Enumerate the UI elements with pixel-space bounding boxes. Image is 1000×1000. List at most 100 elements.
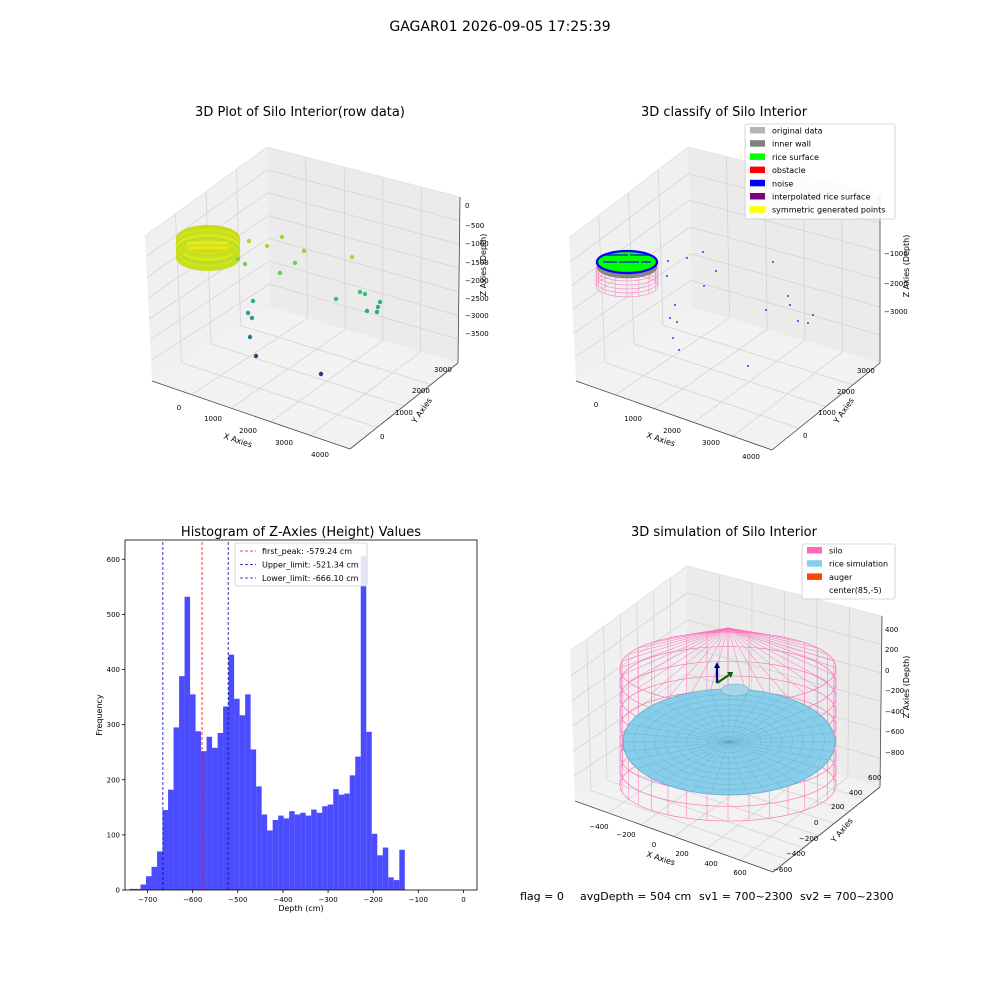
noise-point xyxy=(630,254,632,256)
noise-point xyxy=(703,285,705,287)
classify-plot-z-ticks: −1000 −2000 −3000 xyxy=(884,250,908,316)
panel-classify-3d-plot: 3D classify of Silo Interior 0 1000 2000… xyxy=(568,105,911,461)
histogram-x-tick-label: −400 xyxy=(273,896,292,904)
raw-data-point xyxy=(277,270,283,276)
raw-z-tick: −2000 xyxy=(465,277,489,285)
noise-point xyxy=(616,254,618,256)
raw-plot-y-ticks: 0 1000 2000 3000 xyxy=(380,366,452,441)
noise-point xyxy=(641,261,643,263)
raw-x-tick: 2000 xyxy=(239,427,257,435)
pane-floor xyxy=(152,307,458,449)
noise-point xyxy=(614,254,616,256)
pane-back xyxy=(267,147,460,363)
histogram-bar xyxy=(289,811,295,890)
raw-x-tick: 1000 xyxy=(204,415,222,423)
grid-line xyxy=(149,260,270,340)
histogram-bar xyxy=(146,876,152,890)
raw-y-tick: 3000 xyxy=(434,366,452,374)
rice-simulation-surface xyxy=(622,683,836,796)
grid-line xyxy=(570,592,688,677)
histogram-bar xyxy=(300,812,306,890)
grid-line xyxy=(571,619,688,702)
raw-data-point xyxy=(208,266,214,272)
rice-mesh-spoke xyxy=(637,741,730,769)
raw-data-point xyxy=(245,310,251,316)
silo-roof-line xyxy=(727,627,818,689)
histogram-bar xyxy=(267,830,273,890)
grid-line xyxy=(686,592,882,645)
classify-legend-swatch xyxy=(750,140,765,147)
grid-line xyxy=(686,646,882,702)
histogram-bar xyxy=(333,789,339,890)
noise-point xyxy=(613,261,615,263)
histogram-bar xyxy=(195,731,202,890)
histogram-x-ticks: −700 −600 −500 −400 −300 −200 −100 0 xyxy=(138,890,466,904)
raw-data-point xyxy=(362,291,368,297)
rice-mesh-spoke xyxy=(728,741,783,789)
grid-line xyxy=(571,200,690,286)
rice-cone-top xyxy=(720,683,750,697)
raw-plot-points xyxy=(175,224,383,377)
sim-x-tick: 400 xyxy=(704,860,717,868)
classify-y-tick: 0 xyxy=(803,432,807,440)
sim-x-tick: 600 xyxy=(733,869,746,877)
noise-point xyxy=(812,314,814,316)
noise-point xyxy=(638,254,640,256)
noise-point xyxy=(672,337,674,339)
noise-point xyxy=(621,261,623,263)
rice-mesh-spoke xyxy=(728,741,821,769)
histogram-bar xyxy=(393,880,400,890)
sim-x-tick: 0 xyxy=(652,841,656,849)
rice-mesh-spoke xyxy=(728,741,829,761)
histogram-bar xyxy=(261,814,268,890)
grid-line xyxy=(267,192,460,245)
classify-x-tick: 2000 xyxy=(663,427,681,435)
grid-line xyxy=(267,169,460,222)
sim-z-tick: 0 xyxy=(885,667,889,675)
sim-x-tick: −200 xyxy=(616,831,635,839)
x-axis-line xyxy=(151,380,351,450)
rice-mesh-spoke xyxy=(647,707,730,743)
noise-point xyxy=(676,321,678,323)
grid-line xyxy=(689,226,881,280)
noise-point xyxy=(602,254,604,256)
y-axis-line xyxy=(771,362,881,451)
sim-y-tick: 0 xyxy=(814,819,818,827)
noise-point xyxy=(633,261,635,263)
silo-roof-line xyxy=(628,627,729,682)
status-sv2: sv2 = 700~2300 xyxy=(800,890,894,903)
raw-data-point xyxy=(235,253,241,258)
histogram-bar xyxy=(223,706,229,890)
histogram-bar xyxy=(371,833,378,890)
raw-z-tick: −1000 xyxy=(465,240,489,248)
pane-floor xyxy=(576,307,880,450)
simulation-legend-swatch xyxy=(807,586,822,594)
histogram-y-tick-label: 200 xyxy=(107,776,120,784)
classify-legend-swatch xyxy=(750,193,765,200)
noise-point xyxy=(747,365,749,367)
simulation-legend-label: center(85,-5) xyxy=(829,586,882,595)
classify-legend-label: rice surface xyxy=(772,153,819,162)
rice-mesh-spoke xyxy=(692,692,730,743)
histogram-bar xyxy=(311,809,317,890)
silo-roof-line xyxy=(727,627,835,676)
histogram-legend-label: Upper_limit: -521.34 cm xyxy=(262,561,359,570)
raw-z-tick: −3000 xyxy=(465,312,489,320)
noise-point xyxy=(626,254,628,256)
simulation-legend-label: auger xyxy=(829,573,853,582)
histogram-bar xyxy=(162,810,169,890)
status-line: flag = 0 avgDepth = 504 cm sv1 = 700~230… xyxy=(520,890,894,903)
histogram-x-tick-label: −500 xyxy=(228,896,247,904)
simulation-z-axis-label: Z Axies (Depth) xyxy=(902,656,911,719)
noise-point xyxy=(645,261,647,263)
silo-roof-line xyxy=(727,627,805,694)
histogram-bar xyxy=(206,736,213,890)
classify-legend-label: inner wall xyxy=(772,140,811,149)
simulation-legend-swatch xyxy=(807,573,822,580)
histogram-bar xyxy=(377,855,383,890)
raw-data-point xyxy=(224,241,228,245)
noise-point xyxy=(623,261,625,263)
silo-roof-line xyxy=(651,627,729,694)
histogram-bar xyxy=(322,806,328,890)
rice-mesh-spoke xyxy=(624,732,730,743)
